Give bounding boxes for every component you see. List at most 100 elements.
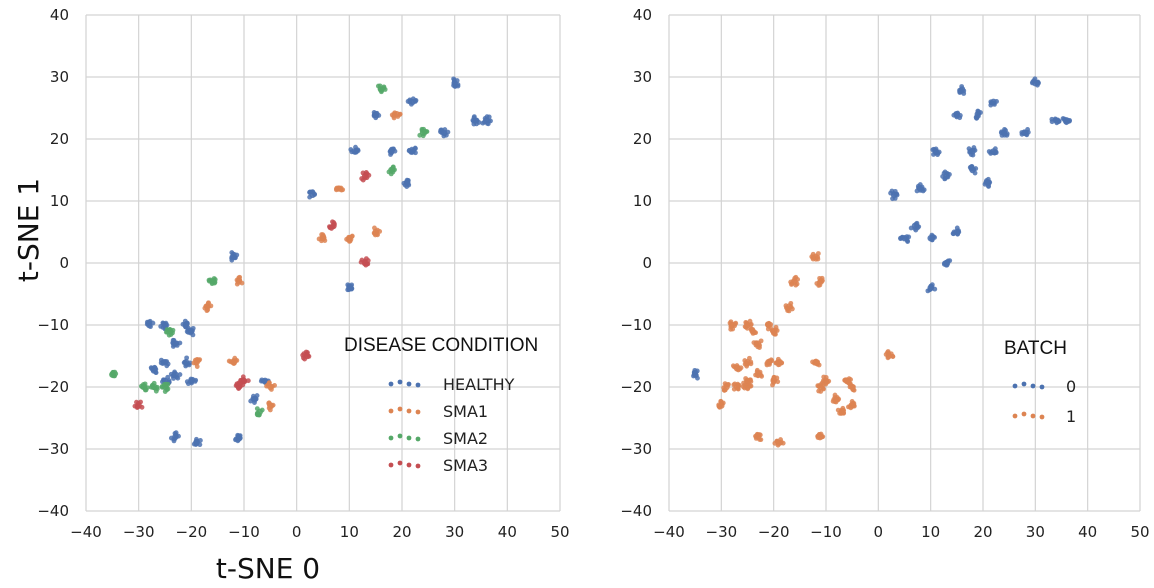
data-point-jitter (422, 131, 427, 136)
data-point-jitter (954, 114, 960, 120)
data-point-jitter (840, 408, 846, 413)
data-point-jitter (150, 382, 155, 388)
data-point-jitter (904, 236, 909, 242)
data-point-jitter (375, 227, 380, 233)
data-point-jitter (731, 386, 737, 392)
legend-marker (406, 462, 412, 468)
data-point-jitter (755, 344, 761, 350)
data-point-jitter (212, 277, 218, 282)
legend-marker (415, 463, 421, 469)
y-tick-label: 20 (50, 130, 69, 148)
legend-marker (388, 462, 394, 468)
data-point-jitter (185, 381, 191, 387)
data-point-jitter (175, 375, 181, 381)
data-point-jitter (260, 378, 266, 384)
data-point-jitter (235, 438, 241, 444)
data-point-jitter (837, 410, 843, 416)
data-point-jitter (999, 129, 1004, 135)
data-point-jitter (412, 98, 418, 104)
data-point-jitter (792, 275, 798, 281)
x-tick-label: −40 (70, 523, 102, 541)
x-tick-label: 50 (550, 523, 569, 541)
data-point-jitter (486, 118, 492, 124)
data-point-jitter (240, 374, 246, 380)
data-point-jitter (184, 355, 190, 361)
data-point-jitter (970, 152, 976, 158)
data-point-jitter (746, 380, 752, 386)
data-point-jitter (302, 356, 308, 362)
data-point-jitter (975, 109, 981, 114)
data-point-jitter (988, 149, 994, 155)
legend: BATCH 0 1 (1004, 338, 1076, 426)
data-point-jitter (810, 256, 816, 262)
data-point-jitter (757, 437, 762, 442)
data-point-jitter (927, 287, 933, 293)
y-tick-label: 40 (50, 6, 69, 24)
data-point-jitter (139, 404, 145, 410)
x-tick-label: −10 (228, 523, 260, 541)
data-point-jitter (266, 400, 272, 406)
y-tick-label: 0 (642, 254, 652, 272)
y-tick-label: −30 (37, 440, 69, 458)
data-point-jitter (716, 403, 722, 409)
legend-title: DISEASE CONDITION (344, 335, 538, 356)
data-point-jitter (889, 188, 895, 194)
data-point-jitter (330, 219, 335, 225)
data-point-jitter (1002, 132, 1008, 138)
legend-marker (406, 435, 412, 441)
data-point-jitter (379, 88, 385, 93)
x-tick-label: −30 (706, 523, 738, 541)
x-tick-label: 10 (340, 523, 359, 541)
x-tick-label: −10 (810, 523, 842, 541)
data-point-jitter (197, 442, 203, 448)
data-point-jitter (256, 412, 262, 418)
data-point-jitter (850, 387, 856, 392)
y-tick-label: 30 (50, 68, 69, 86)
legend-label: HEALTHY (443, 375, 515, 394)
data-point-jitter (307, 194, 313, 200)
data-point-jitter (943, 262, 949, 268)
data-point-jitter (914, 188, 920, 194)
legend-marker (1012, 383, 1018, 389)
data-point-jitter (747, 355, 752, 361)
data-point-jitter (810, 359, 815, 365)
data-point-jitter (765, 321, 771, 327)
y-tick-label: −20 (620, 378, 652, 396)
legend-label: 0 (1066, 377, 1076, 396)
data-point-jitter (377, 83, 383, 89)
x-tick-label: 0 (874, 523, 884, 541)
data-point-jitter (747, 383, 753, 389)
data-point-jitter (197, 357, 203, 363)
data-point-jitter (254, 406, 260, 412)
data-point-jitter (775, 356, 781, 362)
data-point-jitter (974, 114, 980, 120)
grid (668, 14, 1141, 512)
data-point-jitter (972, 170, 978, 176)
data-point-jitter (413, 146, 418, 151)
data-point-jitter (439, 130, 445, 136)
data-point-jitter (134, 399, 139, 405)
data-point-jitter (146, 319, 151, 325)
data-point-jitter (731, 364, 737, 370)
data-point-jitter (236, 386, 242, 392)
data-point-jitter (969, 165, 975, 171)
data-point-jitter (347, 238, 353, 244)
data-point-jitter (725, 382, 731, 387)
data-point-jitter (826, 378, 832, 384)
legend-marker (397, 460, 403, 466)
data-point-jitter (816, 432, 822, 437)
data-point-jitter (250, 396, 256, 402)
data-point-jitter (818, 382, 823, 388)
y-tick-label: 40 (633, 6, 652, 24)
data-point-jitter (363, 170, 369, 175)
data-point-jitter (728, 326, 734, 332)
data-point-jitter (188, 376, 194, 382)
batch-tsne-plot: −40 −30 −20 −10 0 10 20 30 40 50403020100−10−20−3… (620, 6, 1149, 541)
data-point-jitter (391, 111, 397, 117)
data-point-jitter (908, 225, 914, 231)
data-point-jitter (785, 306, 790, 312)
data-point-jitter (270, 402, 276, 408)
data-point-jitter (817, 275, 822, 281)
data-point-jitter (177, 372, 183, 377)
